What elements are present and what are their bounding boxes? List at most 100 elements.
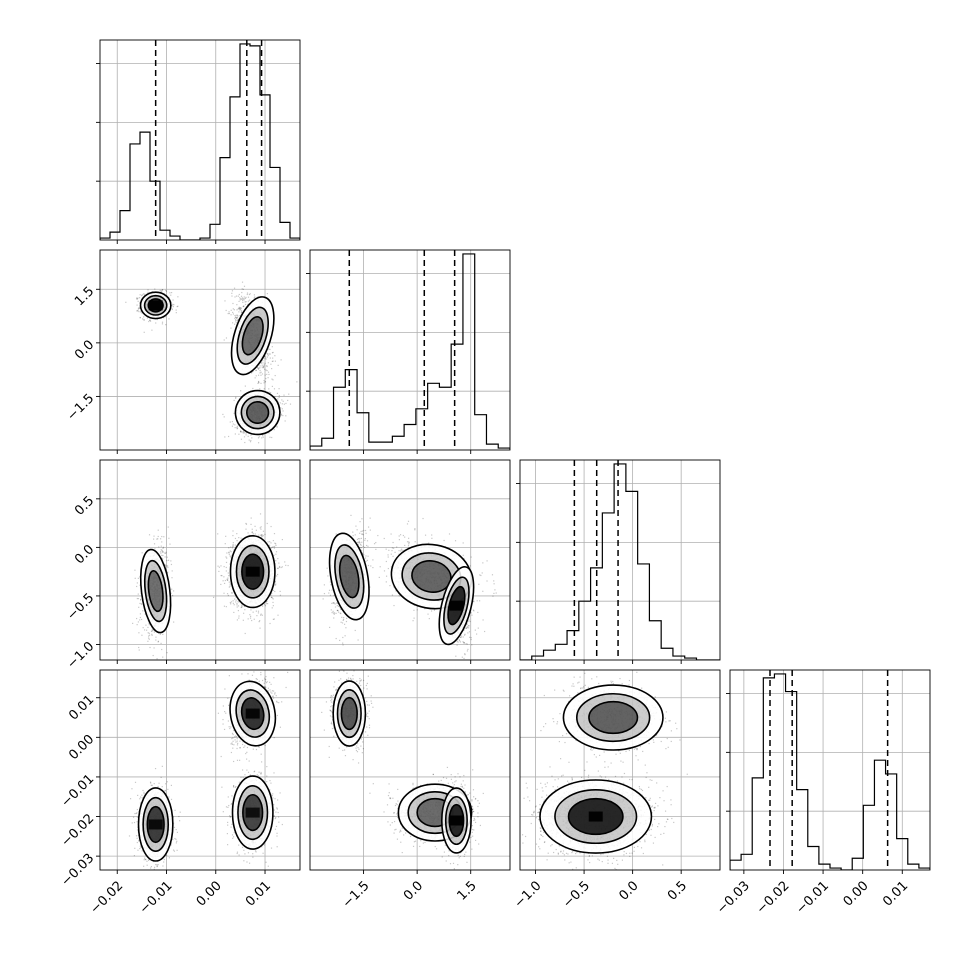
sample-point (259, 627, 261, 629)
sample-point (255, 369, 257, 371)
sample-point (247, 300, 249, 302)
sample-point (238, 311, 240, 313)
sample-point (273, 388, 276, 390)
sample-point (168, 537, 170, 539)
sample-point (260, 536, 262, 538)
sample-point (148, 319, 151, 321)
sample-point (222, 413, 224, 416)
sample-point (147, 289, 149, 291)
sample-point (270, 542, 272, 544)
sample-point (230, 551, 232, 553)
sample-point (164, 564, 167, 566)
sample-point (242, 305, 245, 307)
sample-point (231, 292, 233, 294)
sample-point (241, 297, 243, 299)
sample-point (274, 360, 277, 362)
sample-point (283, 394, 285, 396)
sample-point (270, 594, 272, 596)
sample-point (265, 603, 268, 605)
sample-point (160, 538, 162, 540)
sample-point (269, 436, 271, 438)
sample-point (155, 639, 157, 641)
density-contour (236, 306, 269, 365)
sample-point (236, 304, 238, 306)
sample-point (152, 654, 154, 657)
sample-point (139, 619, 141, 621)
sample-point (137, 297, 139, 299)
sample-point (262, 435, 264, 437)
sample-point (136, 298, 139, 300)
sample-point (250, 517, 252, 519)
sample-point (246, 292, 249, 294)
sample-point (164, 556, 166, 558)
sample-point (277, 398, 279, 400)
sample-point (164, 316, 167, 318)
sample-point (148, 638, 150, 640)
sample-point (247, 618, 249, 620)
sample-point (228, 312, 230, 315)
sample-point (139, 307, 141, 309)
sample-point (142, 610, 144, 612)
sample-point (157, 641, 159, 643)
sample-point (257, 368, 260, 370)
sample-point (243, 436, 246, 438)
sample-point (237, 601, 239, 603)
sample-point (277, 401, 279, 403)
sample-point (269, 541, 271, 543)
sample-point (271, 346, 273, 348)
sample-point (153, 631, 155, 633)
sample-point (260, 613, 262, 615)
sample-point (270, 547, 272, 549)
sample-point (151, 634, 153, 636)
panel-2-0: −1.0−0.50.00.5 (64, 459, 301, 672)
sample-point (171, 308, 173, 310)
sample-point (171, 588, 173, 590)
sample-point (260, 361, 262, 363)
sample-point (242, 432, 244, 434)
sample-point (141, 294, 143, 296)
sample-point (271, 546, 273, 548)
sample-point (136, 310, 138, 312)
sample-point (276, 392, 279, 394)
sample-point (170, 560, 172, 562)
sample-point (272, 618, 274, 620)
sample-point (275, 543, 277, 545)
panel-frame (99, 249, 301, 451)
sample-point (250, 615, 252, 617)
sample-point (236, 606, 238, 608)
sample-point (269, 622, 271, 625)
sample-point (260, 534, 262, 536)
sample-point (227, 572, 229, 574)
sample-point (262, 605, 264, 607)
sample-point (242, 305, 244, 308)
sample-point (225, 337, 228, 339)
sample-point (149, 646, 151, 649)
sample-point (272, 351, 274, 354)
sample-point (167, 566, 169, 569)
sample-point (153, 647, 155, 649)
sample-point (161, 289, 164, 291)
sample-point (235, 316, 237, 319)
sample-point (255, 610, 257, 612)
sample-point (267, 377, 269, 379)
sample-point (249, 441, 252, 443)
sample-point (139, 302, 141, 305)
sample-point (266, 365, 268, 368)
sample-point (257, 380, 260, 383)
sample-point (160, 552, 162, 554)
sample-point (254, 525, 256, 527)
sample-point (256, 615, 258, 617)
sample-point (263, 368, 266, 370)
sample-point (266, 373, 268, 375)
y-tick-label: 1.5 (72, 284, 97, 309)
sample-point (265, 377, 267, 380)
sample-point (240, 307, 242, 309)
sample-point (171, 594, 174, 597)
sample-point (223, 339, 225, 341)
sample-point (260, 374, 262, 376)
sample-point (257, 367, 259, 369)
sample-point (279, 594, 282, 596)
sample-point (159, 633, 161, 635)
sample-point (155, 322, 157, 324)
sample-point (242, 431, 244, 433)
